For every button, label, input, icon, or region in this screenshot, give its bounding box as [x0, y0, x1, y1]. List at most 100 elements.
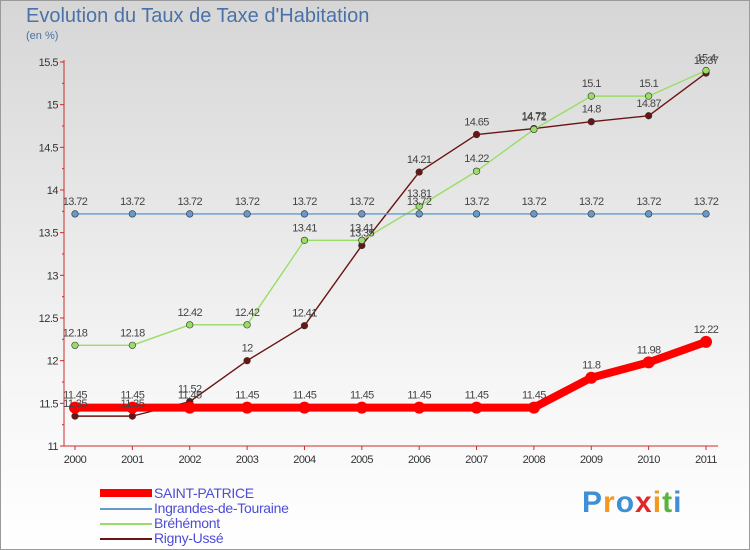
data-label-rigny-usse: 14.65	[464, 117, 489, 129]
data-label-ingrandes-de-touraine: 13.72	[579, 196, 604, 208]
data-point-brehemont	[300, 236, 309, 244]
chart-data-labels: 11.35 11.35 11.52 12 12.41 13.35 14.21 14.65 14.…	[63, 53, 720, 411]
legend-label: Bréhémont	[154, 515, 220, 531]
y-tick-label: 14.5	[39, 142, 59, 154]
data-label-rigny-usse: 14.8	[582, 104, 601, 116]
data-label-saint-patrice: 11.45	[350, 390, 374, 402]
data-point-ingrandes-de-touraine	[243, 210, 251, 218]
data-label-ingrandes-de-touraine: 13.72	[464, 196, 489, 208]
data-point-saint-patrice	[470, 401, 483, 414]
data-point-saint-patrice	[183, 401, 196, 414]
logo-letter: P	[582, 486, 604, 519]
data-point-brehemont	[587, 92, 595, 100]
data-label-rigny-usse: 11.35	[63, 398, 87, 410]
data-label-ingrandes-de-touraine: 13.72	[120, 196, 145, 208]
x-tick-label: 2010	[637, 454, 660, 466]
chart-series	[69, 66, 712, 420]
data-point-rigny-usse	[587, 118, 595, 126]
legend-label: SAINT-PATRICE	[154, 485, 254, 501]
y-tick-label: 12	[47, 356, 59, 368]
data-point-saint-patrice	[527, 401, 540, 414]
x-tick-label: 2007	[465, 454, 488, 466]
data-point-saint-patrice	[642, 356, 655, 369]
x-tick-label: 2011	[695, 454, 717, 466]
data-label-saint-patrice: 11.45	[178, 390, 202, 402]
data-point-rigny-usse	[472, 130, 481, 139]
data-point-ingrandes-de-touraine	[128, 210, 136, 218]
logo-letter: o	[615, 486, 636, 519]
data-point-brehemont	[472, 167, 481, 175]
data-label-saint-patrice: 11.45	[407, 390, 431, 402]
data-point-brehemont	[530, 125, 538, 134]
data-label-ingrandes-de-touraine: 13.72	[292, 196, 317, 208]
data-point-brehemont	[702, 66, 710, 75]
data-point-saint-patrice	[585, 371, 598, 384]
data-label-brehemont: 12.18	[63, 327, 88, 339]
data-label-brehemont: 13.41	[350, 222, 375, 234]
data-label-ingrandes-de-touraine: 13.72	[694, 196, 719, 208]
x-tick-label: 2002	[178, 454, 201, 466]
y-tick-label: 11.5	[39, 398, 58, 410]
data-label-brehemont: 12.42	[177, 307, 202, 319]
data-point-rigny-usse	[71, 412, 79, 420]
legend-swatch	[100, 508, 152, 510]
logo-letter: r	[603, 486, 616, 519]
data-label-brehemont: 14.22	[464, 153, 489, 165]
data-point-ingrandes-de-touraine	[472, 210, 481, 218]
y-tick-label: 11	[48, 441, 59, 453]
data-point-brehemont	[358, 236, 366, 244]
data-point-rigny-usse	[415, 168, 423, 176]
chart-title: Evolution du Taux de Taxe d'Habitation	[26, 5, 370, 27]
data-point-ingrandes-de-touraine	[358, 210, 366, 218]
y-tick-label: 14	[47, 185, 59, 197]
logo-letter: i	[673, 486, 683, 519]
data-point-ingrandes-de-touraine	[702, 210, 710, 218]
data-point-brehemont	[645, 92, 653, 100]
logo-letter: x	[635, 486, 653, 519]
data-label-brehemont: 13.41	[292, 222, 317, 234]
data-label-saint-patrice: 11.45	[522, 390, 546, 402]
data-label-rigny-usse: 14.21	[407, 154, 432, 166]
data-label-rigny-usse: 15.37	[694, 55, 719, 67]
data-point-saint-patrice	[413, 401, 426, 414]
y-tick-label: 12.5	[39, 313, 59, 325]
data-point-ingrandes-de-touraine	[530, 210, 538, 218]
x-tick-label: 2001	[121, 454, 144, 466]
logo-letter: i	[652, 486, 663, 519]
legend-swatch	[100, 489, 152, 497]
logo-letter: t	[662, 486, 674, 519]
x-tick-label: 2003	[236, 454, 259, 466]
data-point-brehemont	[186, 321, 194, 329]
data-point-ingrandes-de-touraine	[415, 210, 423, 218]
data-label-rigny-usse: 11.35	[121, 398, 145, 410]
data-point-rigny-usse	[645, 112, 653, 120]
data-point-brehemont	[71, 341, 79, 349]
data-label-brehemont: 14.71	[522, 111, 547, 123]
data-label-saint-patrice: 11.8	[582, 360, 601, 372]
data-label-rigny-usse: 12.41	[292, 308, 317, 320]
data-label-brehemont: 15.4	[696, 53, 715, 65]
data-point-saint-patrice	[241, 401, 254, 414]
series-line-saint-patrice	[71, 337, 710, 412]
data-label-saint-patrice: 11.45	[293, 390, 317, 402]
series-line-brehemont	[74, 69, 707, 347]
series-line-rigny-usse	[74, 72, 707, 417]
data-label-rigny-usse: 11.52	[178, 384, 202, 396]
data-label-ingrandes-de-touraine: 13.72	[522, 196, 547, 208]
data-label-rigny-usse: 14.87	[636, 98, 661, 110]
data-point-brehemont	[128, 341, 136, 349]
chart-axes: 11 11.5 12 12.5 13 13.5 14 14.5 15 15.5 2000 2001 20…	[39, 57, 718, 466]
data-label-rigny-usse: 12	[242, 343, 254, 355]
data-point-saint-patrice	[700, 335, 712, 348]
data-label-ingrandes-de-touraine: 13.72	[235, 196, 260, 208]
data-label-saint-patrice: 12.22	[694, 324, 719, 336]
data-point-brehemont	[415, 202, 423, 210]
data-point-rigny-usse	[243, 357, 251, 365]
data-label-saint-patrice: 11.45	[121, 390, 145, 402]
data-point-ingrandes-de-touraine	[186, 210, 194, 218]
data-point-rigny-usse	[128, 412, 136, 420]
data-point-saint-patrice	[126, 401, 139, 414]
data-point-saint-patrice	[355, 401, 368, 414]
